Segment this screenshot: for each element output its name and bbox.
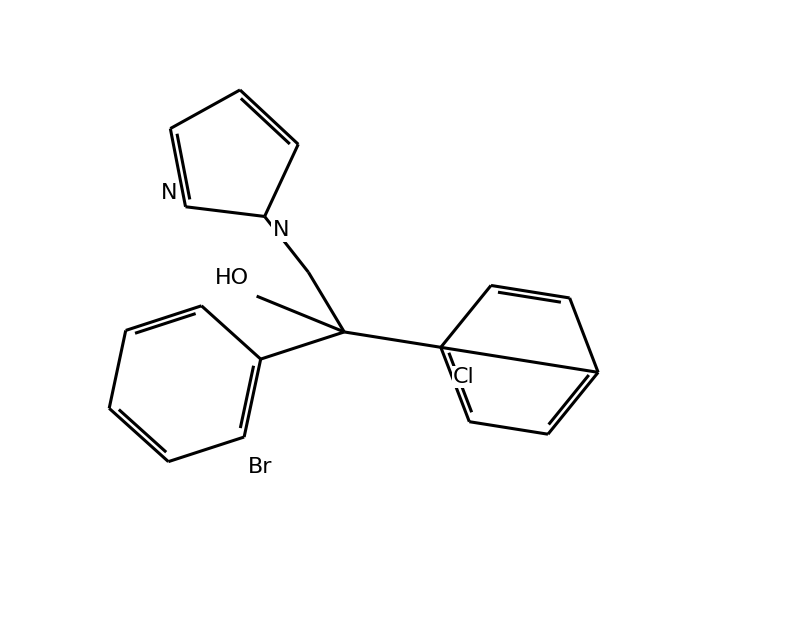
Text: N: N [273,220,289,241]
Text: Br: Br [248,457,272,477]
Text: HO: HO [214,268,249,288]
Text: Cl: Cl [453,367,474,387]
Text: N: N [161,183,178,203]
